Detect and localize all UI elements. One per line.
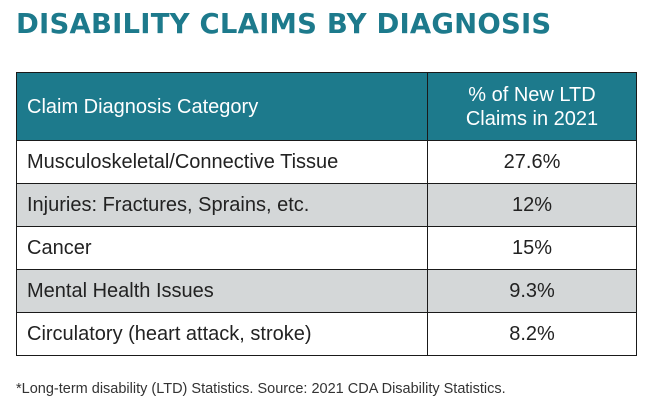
row-percent: 27.6% xyxy=(427,140,637,184)
row-percent: 15% xyxy=(427,226,637,270)
table-row: Circulatory (heart attack, stroke) 8.2% xyxy=(16,312,637,356)
table-row: Injuries: Fractures, Sprains, etc. 12% xyxy=(16,183,637,227)
table-row: Mental Health Issues 9.3% xyxy=(16,269,637,313)
column-header-percent: % of New LTD Claims in 2021 xyxy=(427,72,637,141)
row-percent: 9.3% xyxy=(427,269,637,313)
row-category: Injuries: Fractures, Sprains, etc. xyxy=(16,183,428,227)
footnote: *Long-term disability (LTD) Statistics. … xyxy=(16,381,506,397)
row-category: Circulatory (heart attack, stroke) xyxy=(16,312,428,356)
table-row: Cancer 15% xyxy=(16,226,637,270)
row-category: Mental Health Issues xyxy=(16,269,428,313)
row-percent: 8.2% xyxy=(427,312,637,356)
row-category: Musculoskeletal/Connective Tissue xyxy=(16,140,428,184)
page-title: DISABILITY CLAIMS BY DIAGNOSIS xyxy=(16,8,552,40)
table-row: Musculoskeletal/Connective Tissue 27.6% xyxy=(16,140,637,184)
table-header-row: Claim Diagnosis Category % of New LTD Cl… xyxy=(16,72,637,141)
row-percent: 12% xyxy=(427,183,637,227)
claims-table: Claim Diagnosis Category % of New LTD Cl… xyxy=(16,72,637,356)
column-header-category: Claim Diagnosis Category xyxy=(16,72,428,141)
row-category: Cancer xyxy=(16,226,428,270)
